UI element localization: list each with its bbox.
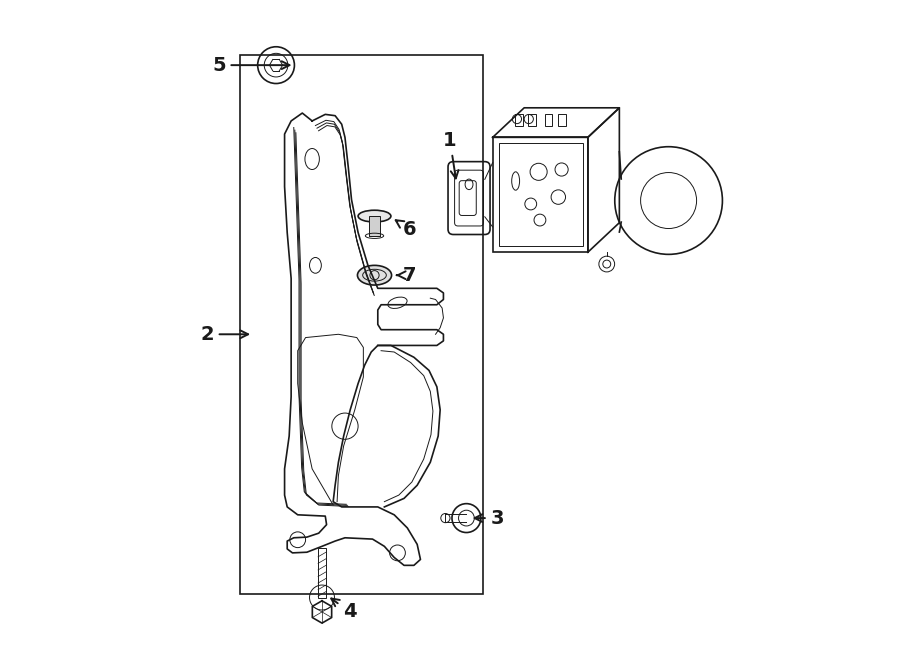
Text: 4: 4 [331, 598, 356, 622]
Text: 1: 1 [443, 131, 458, 178]
Text: 3: 3 [474, 508, 504, 528]
Bar [369, 216, 381, 236]
Text: 2: 2 [201, 325, 248, 344]
Bar [318, 548, 326, 598]
Ellipse shape [358, 211, 391, 222]
Bar [515, 114, 523, 126]
Text: 5: 5 [212, 56, 290, 75]
Bar [544, 114, 553, 126]
Text: 7: 7 [397, 265, 416, 285]
Bar [528, 114, 536, 126]
Bar [500, 142, 582, 246]
Bar [558, 114, 565, 126]
Bar [240, 56, 482, 594]
Ellipse shape [357, 265, 392, 285]
Bar [492, 137, 588, 252]
Text: 6: 6 [396, 220, 416, 239]
